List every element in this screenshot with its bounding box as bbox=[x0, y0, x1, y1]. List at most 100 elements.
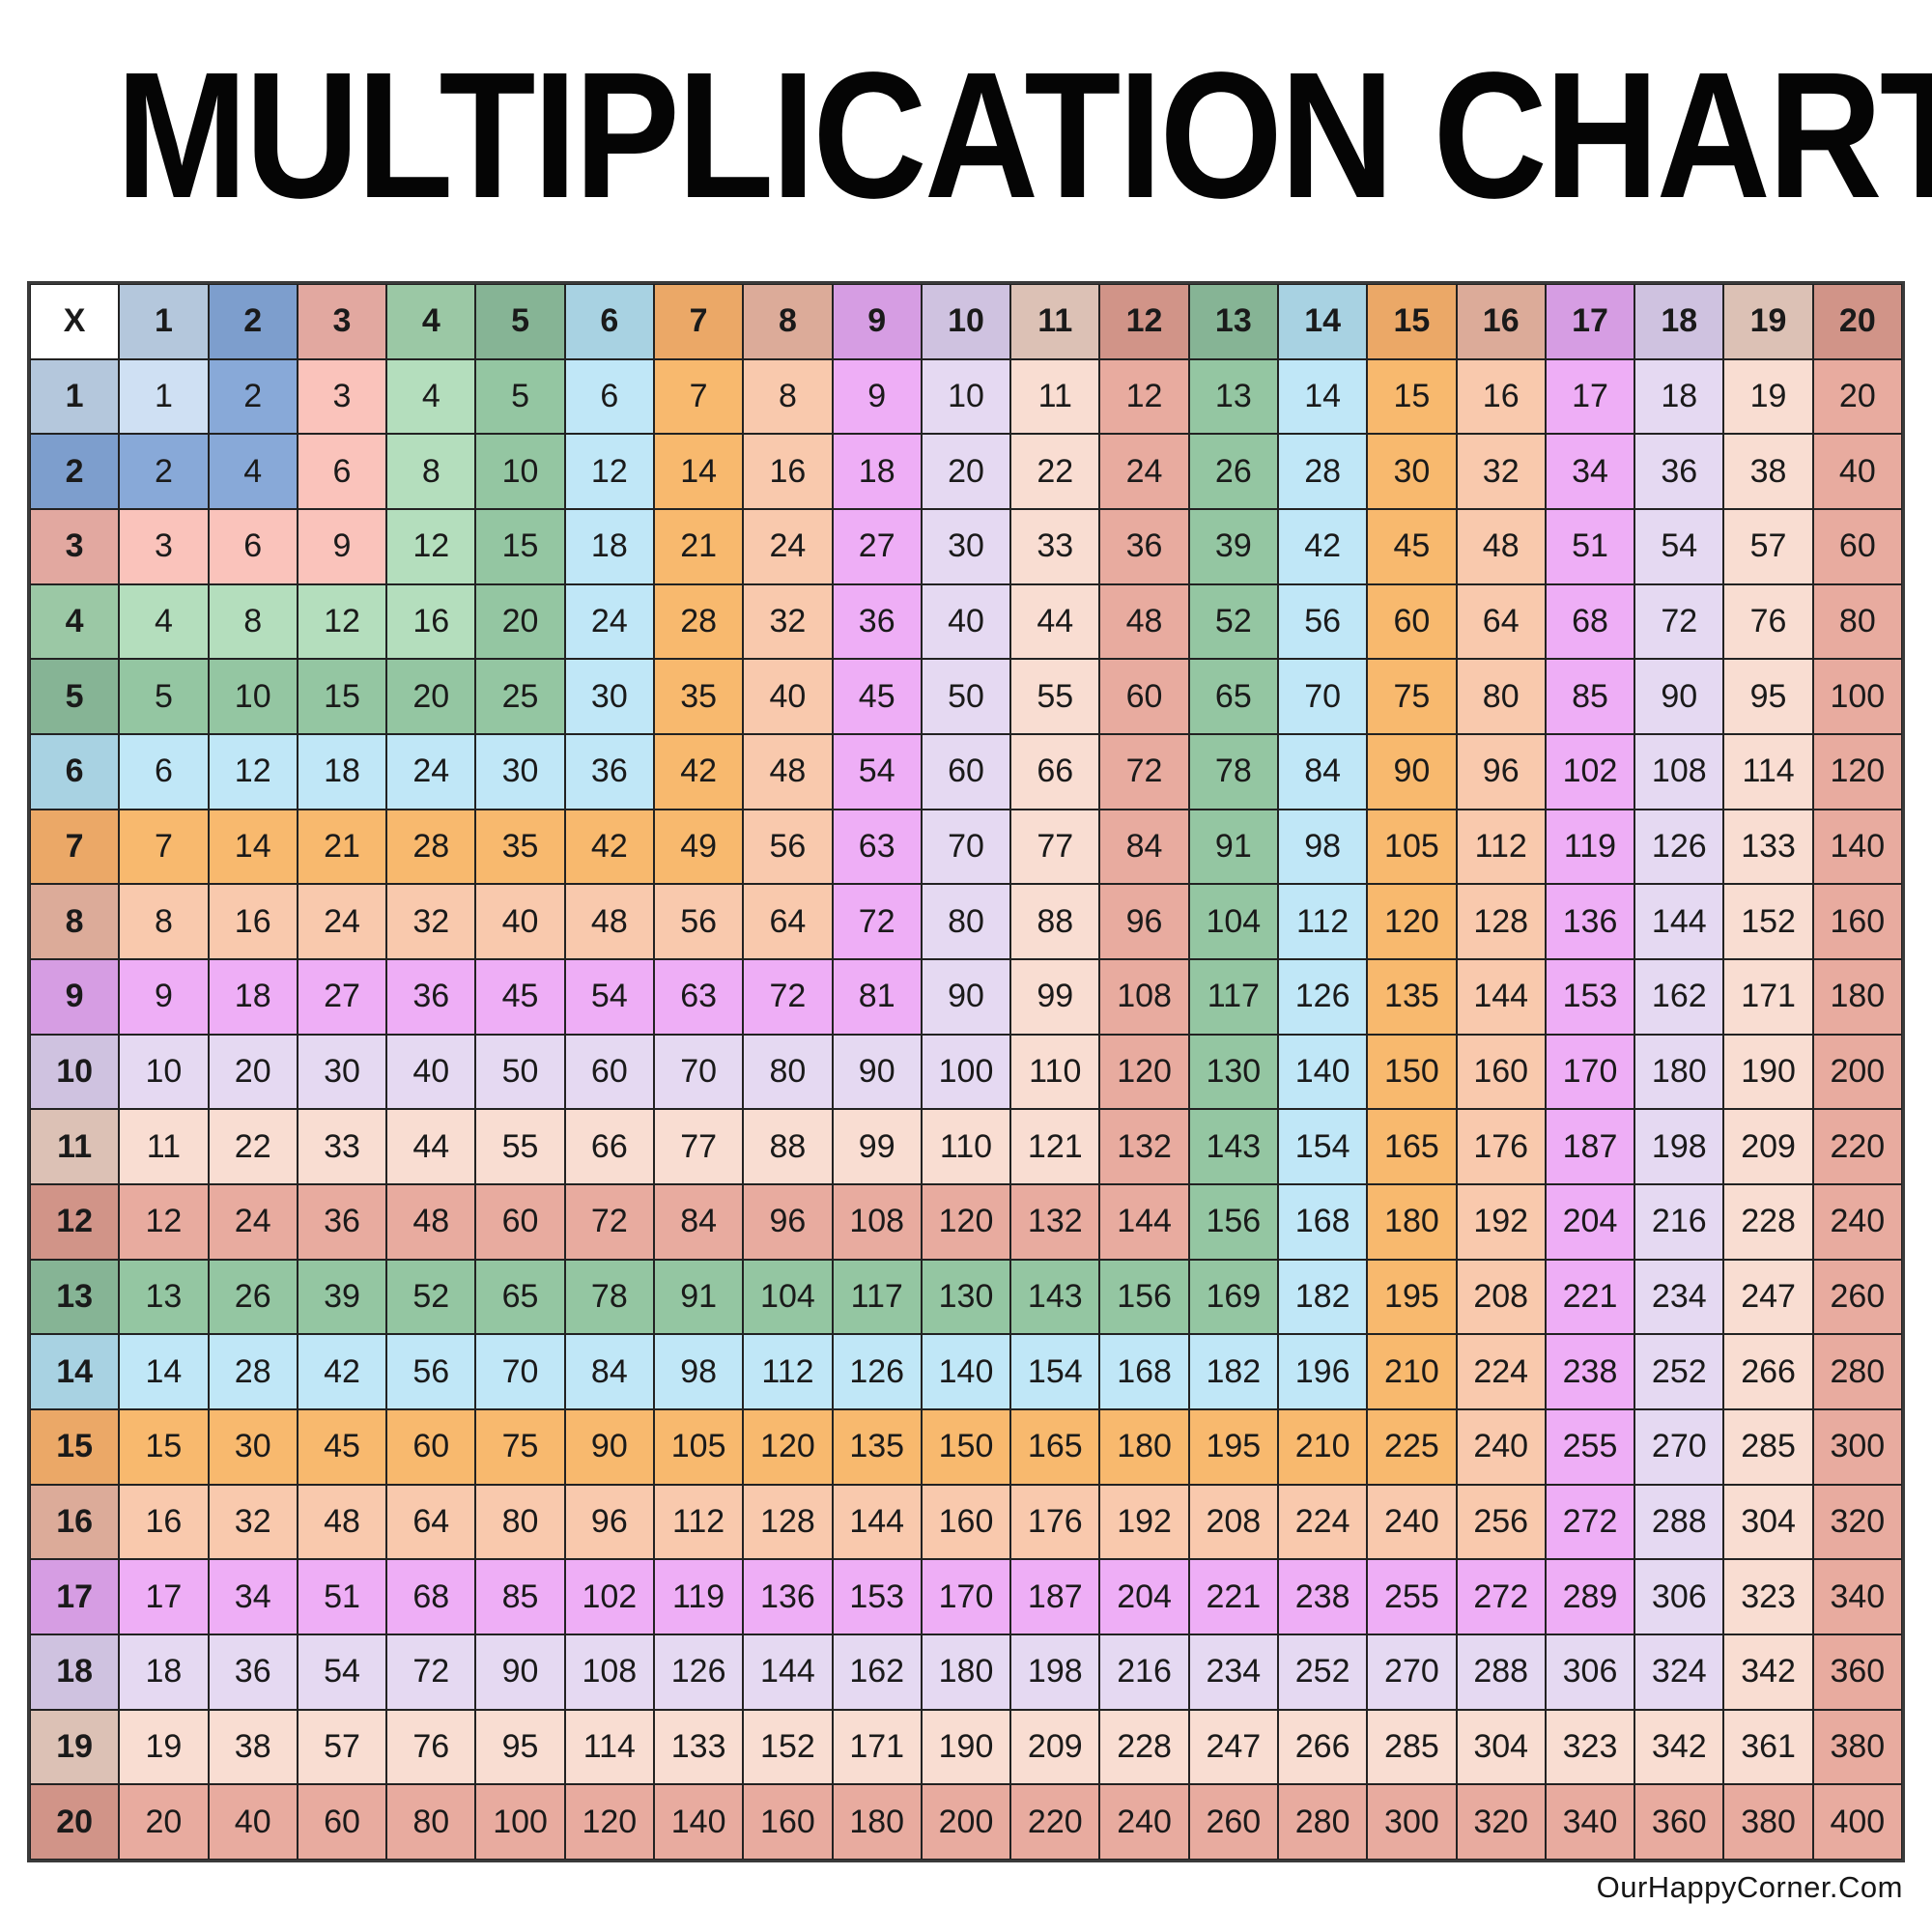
product-cell: 220 bbox=[1010, 1784, 1100, 1860]
product-cell: 16 bbox=[208, 884, 298, 959]
product-cell: 42 bbox=[564, 809, 654, 885]
row-header-cell: 10 bbox=[30, 1034, 120, 1110]
product-cell: 182 bbox=[1188, 1334, 1278, 1409]
product-cell: 36 bbox=[297, 1183, 387, 1260]
product-cell: 320 bbox=[1456, 1784, 1546, 1860]
product-cell: 14 bbox=[1277, 358, 1368, 435]
product-cell: 81 bbox=[832, 958, 922, 1035]
product-cell: 56 bbox=[653, 884, 744, 959]
product-cell: 70 bbox=[1277, 659, 1368, 734]
product-cell: 117 bbox=[1188, 958, 1278, 1035]
product-cell: 78 bbox=[1188, 733, 1278, 810]
product-cell: 60 bbox=[386, 1408, 476, 1485]
product-cell: 15 bbox=[297, 659, 387, 734]
product-cell: 57 bbox=[1723, 508, 1813, 584]
product-cell: 28 bbox=[386, 809, 476, 885]
product-cell: 42 bbox=[653, 733, 744, 810]
product-cell: 153 bbox=[832, 1559, 922, 1634]
product-cell: 187 bbox=[1010, 1559, 1100, 1634]
product-cell: 20 bbox=[386, 659, 476, 734]
product-cell: 132 bbox=[1099, 1109, 1189, 1184]
column-header-cell: 5 bbox=[475, 284, 565, 359]
product-cell: 96 bbox=[743, 1183, 833, 1260]
product-cell: 18 bbox=[208, 958, 298, 1035]
product-cell: 225 bbox=[1367, 1408, 1457, 1485]
product-cell: 304 bbox=[1456, 1709, 1546, 1785]
product-cell: 140 bbox=[1277, 1034, 1368, 1110]
product-cell: 20 bbox=[921, 434, 1011, 509]
product-cell: 70 bbox=[921, 809, 1011, 885]
product-cell: 33 bbox=[1010, 508, 1100, 584]
product-cell: 20 bbox=[1812, 358, 1902, 435]
product-cell: 234 bbox=[1634, 1259, 1724, 1335]
product-cell: 256 bbox=[1456, 1484, 1546, 1560]
product-cell: 112 bbox=[653, 1484, 744, 1560]
product-cell: 98 bbox=[653, 1334, 744, 1409]
product-cell: 30 bbox=[921, 508, 1011, 584]
product-cell: 120 bbox=[1099, 1034, 1189, 1110]
product-cell: 52 bbox=[386, 1259, 476, 1335]
column-header-cell: 16 bbox=[1456, 284, 1546, 359]
product-cell: 200 bbox=[1812, 1034, 1902, 1110]
product-cell: 57 bbox=[297, 1709, 387, 1785]
product-cell: 360 bbox=[1812, 1634, 1902, 1710]
column-header-cell: 9 bbox=[832, 284, 922, 359]
product-cell: 70 bbox=[653, 1034, 744, 1110]
product-cell: 52 bbox=[1188, 583, 1278, 660]
product-cell: 64 bbox=[1456, 583, 1546, 660]
product-cell: 220 bbox=[1812, 1109, 1902, 1184]
product-cell: 24 bbox=[1099, 434, 1189, 509]
product-cell: 180 bbox=[832, 1784, 922, 1860]
product-cell: 56 bbox=[1277, 583, 1368, 660]
product-cell: 72 bbox=[832, 884, 922, 959]
product-cell: 128 bbox=[1456, 884, 1546, 959]
product-cell: 75 bbox=[1367, 659, 1457, 734]
product-cell: 78 bbox=[564, 1259, 654, 1335]
product-cell: 80 bbox=[743, 1034, 833, 1110]
product-cell: 54 bbox=[832, 733, 922, 810]
product-cell: 40 bbox=[921, 583, 1011, 660]
product-cell: 15 bbox=[475, 508, 565, 584]
product-cell: 25 bbox=[475, 659, 565, 734]
product-cell: 90 bbox=[475, 1634, 565, 1710]
product-cell: 72 bbox=[564, 1183, 654, 1260]
product-cell: 105 bbox=[653, 1408, 744, 1485]
row-header-cell: 6 bbox=[30, 733, 120, 810]
product-cell: 104 bbox=[743, 1259, 833, 1335]
product-cell: 171 bbox=[832, 1709, 922, 1785]
product-cell: 95 bbox=[1723, 659, 1813, 734]
product-cell: 260 bbox=[1812, 1259, 1902, 1335]
product-cell: 400 bbox=[1812, 1784, 1902, 1860]
product-cell: 112 bbox=[1277, 884, 1368, 959]
product-cell: 180 bbox=[1099, 1408, 1189, 1485]
product-cell: 120 bbox=[1367, 884, 1457, 959]
product-cell: 10 bbox=[475, 434, 565, 509]
product-cell: 2 bbox=[208, 358, 298, 435]
product-cell: 51 bbox=[1545, 508, 1635, 584]
product-cell: 289 bbox=[1545, 1559, 1635, 1634]
column-header-cell: 18 bbox=[1634, 284, 1724, 359]
row-header-cell: 20 bbox=[30, 1784, 120, 1860]
product-cell: 252 bbox=[1277, 1634, 1368, 1710]
product-cell: 90 bbox=[564, 1408, 654, 1485]
product-cell: 105 bbox=[1367, 809, 1457, 885]
product-cell: 209 bbox=[1010, 1709, 1100, 1785]
product-cell: 49 bbox=[653, 809, 744, 885]
product-cell: 54 bbox=[297, 1634, 387, 1710]
product-cell: 247 bbox=[1723, 1259, 1813, 1335]
product-cell: 162 bbox=[1634, 958, 1724, 1035]
product-cell: 48 bbox=[1099, 583, 1189, 660]
product-cell: 285 bbox=[1367, 1709, 1457, 1785]
product-cell: 36 bbox=[1634, 434, 1724, 509]
product-cell: 6 bbox=[208, 508, 298, 584]
product-cell: 50 bbox=[921, 659, 1011, 734]
product-cell: 162 bbox=[832, 1634, 922, 1710]
product-cell: 128 bbox=[743, 1484, 833, 1560]
product-cell: 132 bbox=[1010, 1183, 1100, 1260]
product-cell: 99 bbox=[832, 1109, 922, 1184]
product-cell: 240 bbox=[1099, 1784, 1189, 1860]
product-cell: 266 bbox=[1723, 1334, 1813, 1409]
product-cell: 144 bbox=[832, 1484, 922, 1560]
product-cell: 45 bbox=[297, 1408, 387, 1485]
